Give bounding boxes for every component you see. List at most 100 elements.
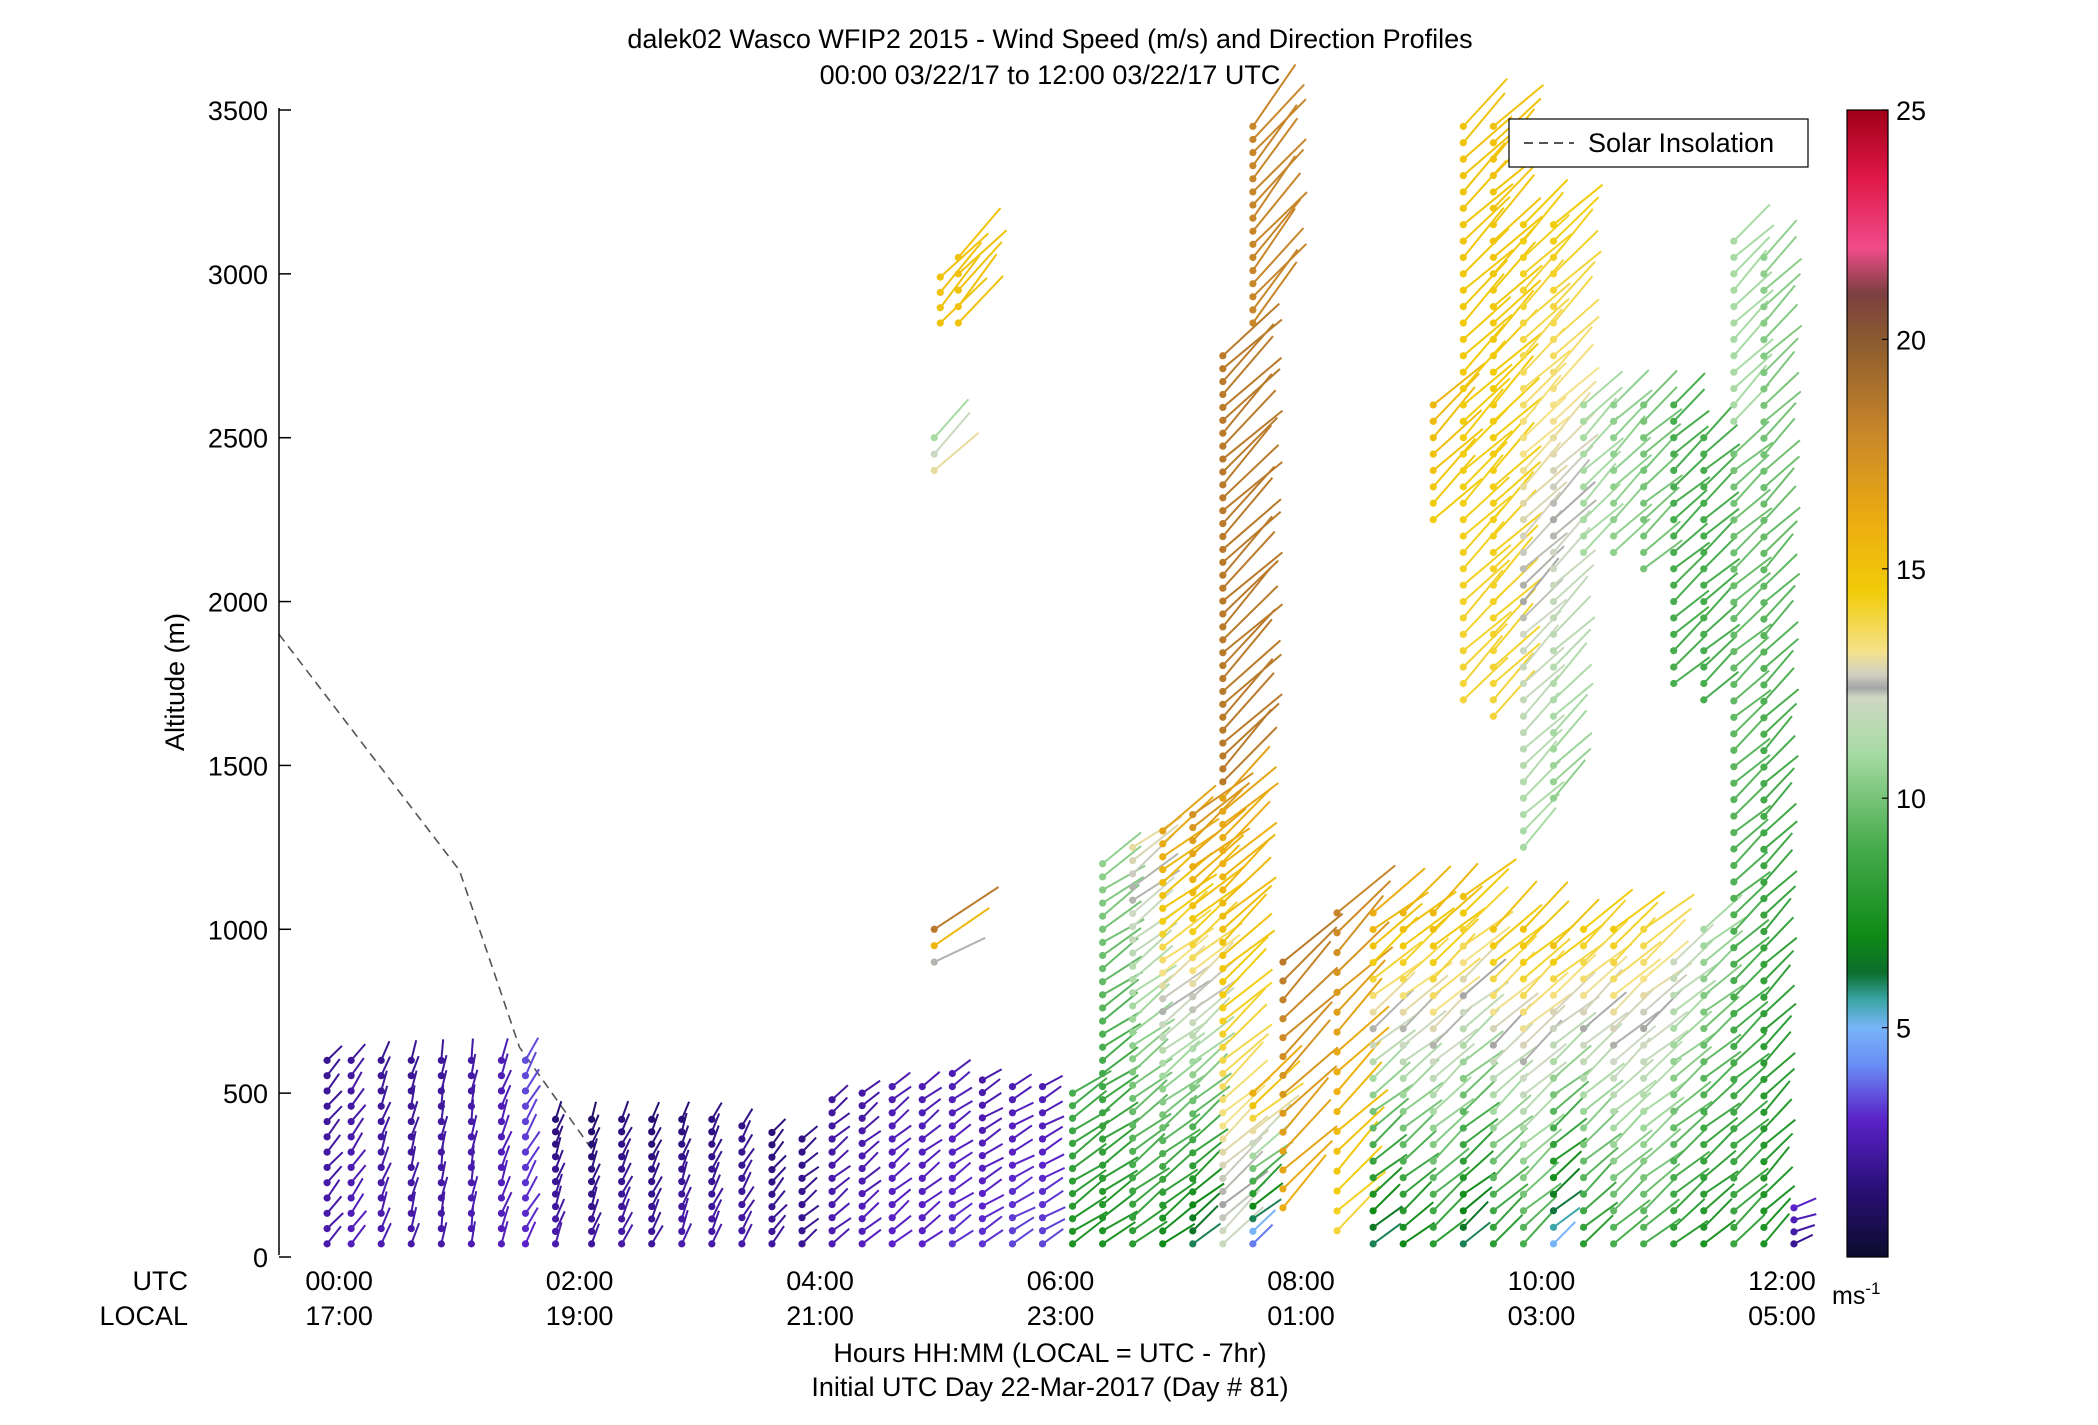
- wind-vector: [1222, 929, 1276, 970]
- wind-vector: [1733, 289, 1774, 324]
- wind-point: [1068, 1227, 1077, 1235]
- wind-point: [1068, 1139, 1077, 1147]
- wind-point: [798, 1187, 806, 1196]
- wind-vector: [1462, 363, 1513, 406]
- x-tick-label-utc: 06:00: [1027, 1266, 1095, 1296]
- wind-vector: [1192, 1128, 1229, 1154]
- wind-vector: [1733, 715, 1767, 751]
- wind-point: [1760, 1240, 1768, 1248]
- wind-vector: [1132, 964, 1178, 994]
- wind-vector: [1372, 940, 1423, 980]
- wind-point: [1399, 1190, 1407, 1198]
- wind-profile: [1249, 1044, 1305, 1248]
- wind-vector: [1432, 1125, 1467, 1162]
- wind-vector: [350, 1087, 365, 1107]
- wind-point: [1159, 930, 1167, 938]
- wind-vector: [1703, 1102, 1741, 1129]
- wind-vector: [1733, 1100, 1769, 1130]
- wind-point: [1640, 1074, 1648, 1082]
- wind-point: [1068, 1177, 1077, 1185]
- wind-point: [1730, 516, 1738, 524]
- wind-vector: [1763, 284, 1796, 324]
- wind-point: [1760, 878, 1768, 886]
- wind-point: [1369, 1157, 1377, 1165]
- wind-vector: [1492, 924, 1545, 964]
- wind-vector: [1402, 1009, 1447, 1047]
- wind-vector: [831, 1217, 852, 1232]
- wind-vector: [1336, 864, 1396, 914]
- wind-vector: [1763, 455, 1801, 489]
- wind-vector: [1402, 1111, 1437, 1146]
- wind-vector: [1132, 974, 1175, 1007]
- wind-point: [1489, 1041, 1497, 1049]
- wind-point: [551, 1178, 560, 1186]
- wind-point: [1459, 1141, 1467, 1149]
- wind-point: [1129, 1174, 1137, 1182]
- wind-point: [1760, 1026, 1768, 1034]
- wind-vector: [1522, 297, 1570, 341]
- wind-vector: [1612, 503, 1653, 537]
- wind-point: [1459, 466, 1467, 475]
- wind-point: [1219, 481, 1227, 489]
- wind-vector: [326, 1212, 344, 1230]
- wind-point: [1038, 1240, 1047, 1248]
- wind-point: [618, 1140, 626, 1148]
- wind-point: [708, 1128, 716, 1136]
- wind-point: [1579, 1107, 1588, 1116]
- wind-point: [1579, 1008, 1588, 1016]
- wind-point: [1219, 1122, 1227, 1130]
- wind-point: [1159, 853, 1167, 861]
- wind-point: [1459, 204, 1467, 212]
- wind-point: [1249, 1164, 1257, 1173]
- wind-vector: [1432, 1110, 1470, 1146]
- wind-point: [1640, 925, 1648, 933]
- wind-vector: [1612, 453, 1653, 488]
- wind-point: [618, 1178, 626, 1186]
- wind-profile: [1549, 183, 1604, 802]
- wind-point: [828, 1174, 836, 1182]
- wind-point: [1399, 958, 1407, 967]
- wind-point: [1549, 270, 1558, 278]
- wind-vector: [1522, 308, 1563, 357]
- wind-vector: [1192, 788, 1244, 842]
- wind-point: [1369, 992, 1377, 1000]
- wind-point: [618, 1240, 626, 1248]
- wind-point: [1519, 647, 1528, 655]
- wind-vector: [1673, 979, 1717, 1013]
- wind-vector: [861, 1130, 882, 1145]
- wind-point: [1459, 1107, 1467, 1116]
- wind-point: [1700, 581, 1708, 589]
- wind-point: [708, 1115, 716, 1123]
- wind-point: [1730, 335, 1738, 343]
- wind-vector: [1552, 1095, 1586, 1129]
- wind-point: [1159, 1008, 1167, 1016]
- wind-point: [347, 1179, 355, 1187]
- wind-point: [1279, 1071, 1287, 1080]
- wind-vector: [326, 1225, 342, 1245]
- wind-vector: [1336, 880, 1392, 934]
- wind-vector: [981, 1156, 1004, 1170]
- wind-point: [1489, 532, 1497, 540]
- wind-profile: [798, 1125, 820, 1248]
- wind-point: [1489, 991, 1497, 1000]
- wind-vector: [680, 1197, 689, 1220]
- wind-point: [1549, 1041, 1558, 1049]
- wind-point: [858, 1127, 866, 1135]
- wind-vector: [1132, 824, 1179, 862]
- wind-vector: [1372, 1222, 1402, 1245]
- wind-vector: [1402, 1081, 1444, 1113]
- wind-point: [1670, 417, 1678, 425]
- wind-point: [1549, 516, 1558, 524]
- wind-point: [1489, 466, 1497, 475]
- wind-point: [377, 1240, 385, 1248]
- wind-point: [347, 1056, 355, 1064]
- wind-point: [1459, 237, 1467, 245]
- wind-point: [1730, 828, 1738, 837]
- wind-vector: [933, 431, 980, 472]
- wind-point: [1099, 1187, 1107, 1196]
- wind-point: [1279, 1147, 1287, 1155]
- wind-vector: [1733, 897, 1765, 932]
- wind-vector: [1703, 491, 1740, 521]
- wind-point: [1549, 761, 1558, 770]
- wind-vector: [1192, 1031, 1236, 1063]
